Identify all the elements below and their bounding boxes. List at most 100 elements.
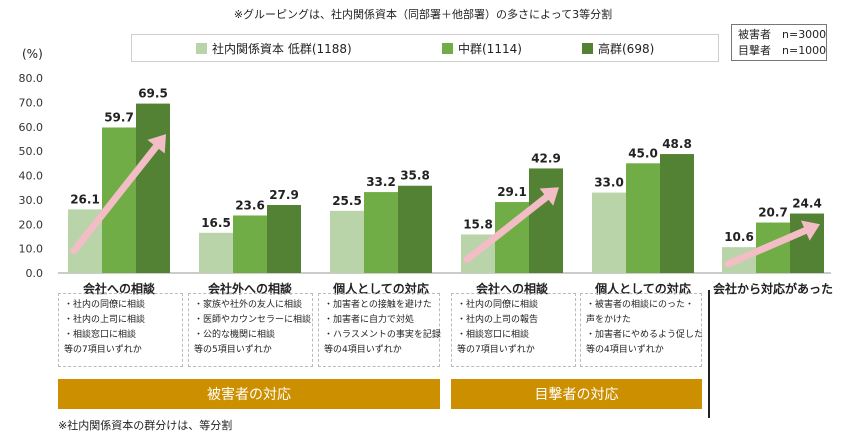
y-tick-label: 80.0 — [19, 72, 44, 85]
data-label: 20.7 — [758, 206, 788, 220]
subitem: ・相談窓口に相談 — [457, 330, 530, 340]
bar — [592, 192, 626, 273]
legend-item-mid: 中群(1114) — [442, 40, 522, 57]
data-label: 33.0 — [594, 176, 624, 190]
bar — [660, 154, 694, 273]
trend-arrow-shaft — [463, 193, 550, 264]
subitems-box-2 — [318, 293, 440, 367]
y-tick-label: 20.0 — [19, 218, 44, 231]
y-tick-label: 50.0 — [19, 145, 44, 158]
bar — [199, 232, 233, 273]
subitem: ・ハラスメントの事実を記録 — [324, 330, 441, 340]
subitems-box-0 — [58, 293, 183, 367]
subitem: ・社内の上司の報告 — [457, 315, 539, 325]
subitem: ・医師やカウンセラーに相談 — [194, 315, 312, 325]
y-tick-label: 30.0 — [19, 194, 44, 207]
data-label: 42.9 — [531, 151, 561, 165]
subitem: ・公的な機関に相談 — [194, 330, 276, 340]
category-label: 会社への相談 — [476, 281, 549, 296]
sample-size-box: 被害者 n=3000 目撃者 n=1000 — [731, 24, 827, 61]
legend-item-low: 社内関係資本 低群(1188) — [196, 40, 352, 57]
subitems-list-3: ・社内の同僚に相談 ・社内の上司の報告 ・相談窓口に相談 等の7項目いずれか — [457, 298, 538, 358]
data-label: 69.5 — [138, 87, 168, 101]
subitems-list-2: ・加害者との接触を避けた ・加害者に自力で対処 ・ハラスメントの事実を記録 等の… — [324, 298, 441, 358]
legend-label-low: 社内関係資本 低群(1188) — [212, 42, 352, 56]
data-label: 16.5 — [201, 216, 231, 230]
category-label: 個人としての対応 — [594, 281, 691, 296]
legend-swatch-high — [582, 43, 593, 54]
subitem: ・家族や社外の友人に相談 — [194, 300, 303, 310]
bar — [364, 192, 398, 273]
subitems-box-4 — [580, 293, 702, 367]
legend-label-mid: 中群(1114) — [458, 42, 522, 56]
data-label: 26.1 — [70, 192, 100, 206]
legend-label-high: 高群(698) — [598, 42, 655, 56]
subitems-list-4: ・被害者の相談にのった・ 声をかけた ・加害者にやめるよう促した 等の4項目いず… — [586, 298, 703, 358]
y-axis-unit: (%) — [22, 47, 43, 61]
trend-arrow-head — [800, 220, 820, 241]
subitems-box-3 — [451, 293, 576, 367]
bar — [330, 210, 364, 273]
legend-swatch-low — [196, 43, 207, 54]
data-label: 35.8 — [400, 169, 430, 183]
y-tick-label: 40.0 — [19, 170, 44, 183]
legend-swatch-mid — [442, 43, 453, 54]
subitem: 等の7項目いずれか — [64, 345, 142, 355]
category-label: 個人としての対応 — [332, 281, 429, 296]
subitem: 声をかけた — [586, 315, 632, 325]
data-label: 24.4 — [792, 197, 822, 211]
data-label: 45.0 — [628, 146, 658, 160]
data-label: 27.9 — [269, 188, 299, 202]
sample-victims: 被害者 n=3000 — [738, 28, 827, 41]
bar — [529, 168, 563, 273]
legend: 社内関係資本 低群(1188) 中群(1114) 高群(698) — [131, 34, 719, 62]
subitem: 等の4項目いずれか — [324, 345, 402, 355]
subitem: 等の5項目いずれか — [194, 345, 272, 355]
bar — [136, 103, 170, 273]
trend-arrow-head — [147, 134, 166, 154]
data-label: 15.8 — [463, 217, 493, 231]
subitem: ・社内の同僚に相談 — [457, 300, 539, 310]
category-label: 会社外への相談 — [208, 281, 293, 296]
subitems-box-1 — [188, 293, 313, 367]
witness-response-banner: 目撃者の対応 — [451, 379, 702, 409]
bar — [102, 127, 136, 273]
data-label: 59.7 — [104, 110, 134, 124]
data-label: 48.8 — [662, 137, 692, 151]
y-tick-label: 0.0 — [26, 267, 44, 280]
category-label: 会社から対応があった — [713, 281, 833, 296]
subitems-list-1: ・家族や社外の友人に相談 ・医師やカウンセラーに相談 ・公的な機関に相談 等の5… — [194, 298, 311, 358]
subitem: ・加害者に自力で対処 — [324, 315, 415, 325]
bar — [233, 215, 267, 273]
grouping-note: ※グルーピングは、社内関係資本（同部署＋他部署）の多さによって3等分割 — [233, 8, 613, 21]
y-tick-label: 60.0 — [19, 121, 44, 134]
data-label: 23.6 — [235, 198, 265, 212]
subitem: 等の7項目いずれか — [457, 345, 535, 355]
subitem: ・被害者の相談にのった・ — [586, 300, 695, 310]
subitem: ・加害者にやめるよう促した — [586, 330, 704, 340]
subitem: ・社内の同僚に相談 — [64, 300, 146, 310]
data-label: 25.5 — [332, 194, 362, 208]
legend-item-high: 高群(698) — [582, 40, 654, 57]
trend-arrow-shaft — [724, 227, 809, 268]
subitem: ・相談窓口に相談 — [64, 330, 137, 340]
category-label: 会社への相談 — [83, 281, 156, 296]
data-label: 10.6 — [724, 230, 754, 244]
y-tick-label: 10.0 — [19, 243, 44, 256]
data-label: 29.1 — [497, 185, 527, 199]
data-label: 33.2 — [366, 175, 396, 189]
trend-arrow-shaft — [70, 143, 160, 255]
bar — [267, 204, 301, 273]
trend-arrow-head — [539, 187, 559, 206]
bar — [398, 185, 432, 273]
subitem: ・社内の上司に相談 — [64, 315, 146, 325]
victim-response-banner: 被害者の対応 — [58, 379, 440, 409]
bar — [626, 163, 660, 273]
sample-witnesses: 目撃者 n=1000 — [738, 44, 827, 57]
subitem: ・加害者との接触を避けた — [324, 300, 432, 310]
footer-note: ※社内関係資本の群分けは、等分割 — [58, 419, 233, 432]
y-tick-label: 70.0 — [19, 96, 44, 109]
subitem: 等の4項目いずれか — [586, 345, 664, 355]
bar-chart: 0.0 10.0 20.0 30.0 40.0 50.0 60.0 70.0 80.0 26.1 5… — [19, 72, 834, 296]
section-divider — [708, 290, 710, 418]
